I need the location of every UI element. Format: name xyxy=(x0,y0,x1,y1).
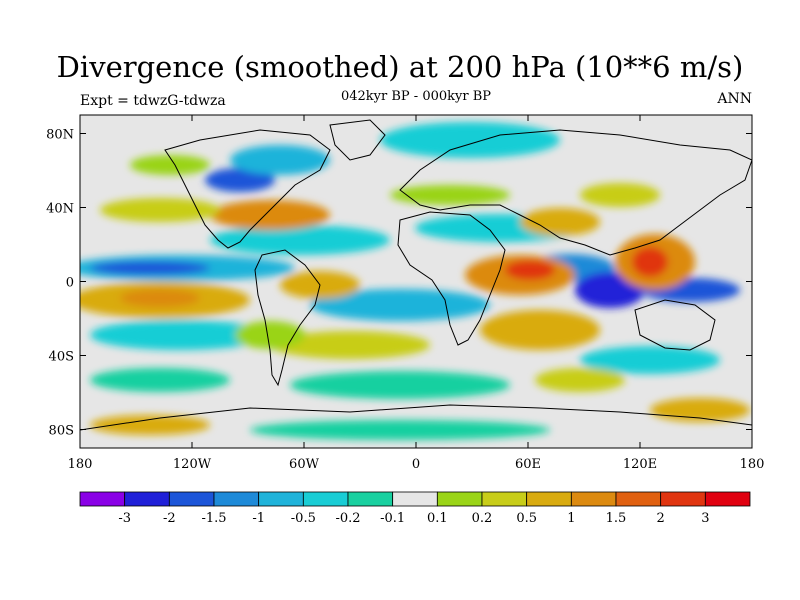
colorbar-label: 1.5 xyxy=(606,511,627,526)
colorbar-swatch xyxy=(347,491,394,507)
coastline-south-america xyxy=(254,249,321,387)
lat-tick-label: 80N xyxy=(46,128,74,143)
field-blob xyxy=(120,289,200,307)
colorbar-label: -0.1 xyxy=(380,511,405,526)
colorbar-swatch xyxy=(213,491,260,507)
lat-tick-label: 40N xyxy=(46,202,74,217)
field-blob xyxy=(210,200,330,230)
field-blob xyxy=(270,331,430,359)
field-blob xyxy=(580,183,660,207)
colorbar-swatch xyxy=(258,491,304,507)
colorbar-swatch xyxy=(526,491,572,507)
colorbar-label: -0.2 xyxy=(335,511,360,526)
field-blob xyxy=(580,346,720,374)
lon-tick-label: 60W xyxy=(289,457,320,472)
field-blob xyxy=(632,247,668,277)
colorbar-swatch xyxy=(436,491,483,507)
colorbar-swatch xyxy=(302,491,349,507)
colorbar: -3 -2 -1.5 -1 -0.5 -0.2 -0.1 0.1 0.2 0.5 1 1.5 2 3 xyxy=(79,491,751,526)
field-blob xyxy=(230,145,330,175)
colorbar-swatch xyxy=(615,491,662,507)
field-blob xyxy=(535,368,625,392)
field-blob xyxy=(235,321,305,349)
lon-tick-label: 120E xyxy=(623,457,657,472)
field-blob xyxy=(520,208,600,236)
colorbar-swatch xyxy=(660,491,706,507)
field-blob xyxy=(390,185,510,205)
coastlines xyxy=(80,119,752,431)
colorbar-swatch xyxy=(570,491,617,507)
field-blob xyxy=(505,260,555,280)
plot-subtitle: 042kyr BP - 000kyr BP xyxy=(340,89,492,104)
latitude-axis: 80N 40N 0 40S 80S xyxy=(46,128,752,439)
field-blob xyxy=(90,368,230,392)
map-panel: 80N 40N 0 40S 80S 180 120W 60W 0 60E 120E 180 xyxy=(46,114,765,472)
field-blob xyxy=(90,261,210,275)
field-blob xyxy=(310,289,490,321)
lon-tick-label: 180 xyxy=(68,457,93,472)
lat-tick-label: 0 xyxy=(66,276,74,291)
plot-title: Divergence (smoothed) at 200 hPa (10**6 … xyxy=(56,50,744,84)
colorbar-label: -1 xyxy=(252,511,265,526)
field-blob xyxy=(205,168,275,192)
lon-tick-label: 180 xyxy=(740,457,765,472)
coastline-australia xyxy=(634,299,716,351)
colorbar-label: -3 xyxy=(118,511,131,526)
colorbar-swatch xyxy=(79,491,126,507)
colorbar-swatch xyxy=(168,491,215,507)
colorbar-label: -2 xyxy=(163,511,176,526)
colorbar-label: -1.5 xyxy=(201,511,226,526)
field-blob xyxy=(480,310,600,350)
experiment-label: Expt = tdwzG-tdwza xyxy=(80,93,226,109)
field-blob xyxy=(90,320,270,350)
colorbar-label: -0.5 xyxy=(291,511,316,526)
field-blob xyxy=(210,225,390,255)
colorbar-label: 0.2 xyxy=(472,511,493,526)
field-blob xyxy=(250,420,550,440)
coastline-europe-asia xyxy=(399,129,752,256)
coastline-greenland xyxy=(329,119,386,161)
field-blob xyxy=(90,415,210,435)
field-blob xyxy=(130,155,210,175)
lon-tick-label: 60E xyxy=(515,457,541,472)
longitude-axis: 180 120W 60W 0 60E 120E 180 xyxy=(68,115,765,472)
colorbar-label: 3 xyxy=(701,511,709,526)
colorbar-swatch xyxy=(481,491,528,507)
field-blob xyxy=(380,122,560,158)
coastline-north-america xyxy=(164,129,331,249)
colorbar-label: 0.1 xyxy=(427,511,448,526)
field-blob xyxy=(100,198,220,222)
lon-tick-label: 0 xyxy=(412,457,420,472)
field-blob xyxy=(290,371,510,399)
colorbar-swatch xyxy=(392,491,438,507)
divergence-field xyxy=(80,122,750,440)
colorbar-label: 0.5 xyxy=(516,511,537,526)
lat-tick-label: 40S xyxy=(49,350,74,365)
colorbar-label: 1 xyxy=(567,511,575,526)
season-label: ANN xyxy=(717,91,752,107)
lon-tick-label: 120W xyxy=(173,457,212,472)
lat-tick-label: 80S xyxy=(49,424,74,439)
colorbar-label: 2 xyxy=(657,511,665,526)
colorbar-swatch xyxy=(124,491,170,507)
coastline-africa xyxy=(397,211,506,346)
colorbar-swatch xyxy=(704,491,751,507)
coastline-antarctica xyxy=(80,404,752,431)
